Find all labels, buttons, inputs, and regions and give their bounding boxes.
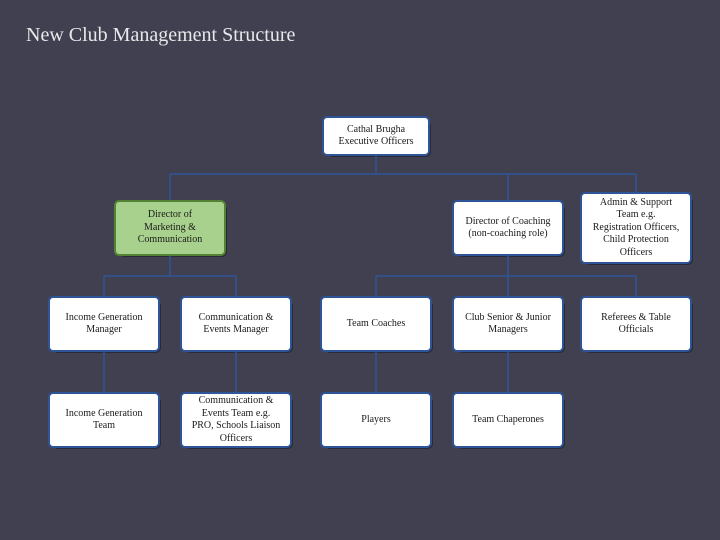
org-node-exec: Cathal BrughaExecutive Officers <box>322 116 430 156</box>
org-node-refs: Referees & TableOfficials <box>580 296 692 352</box>
org-node-admin: Admin & SupportTeam e.g.Registration Off… <box>580 192 692 264</box>
org-node-coaches: Team Coaches <box>320 296 432 352</box>
org-node-label: Referees & TableOfficials <box>601 312 671 337</box>
org-node-label: Income GenerationTeam <box>66 408 143 433</box>
org-node-label: Director of Coaching(non-coaching role) <box>466 216 551 241</box>
org-node-csj_mgr: Club Senior & JuniorManagers <box>452 296 564 352</box>
org-node-label: Players <box>361 414 390 427</box>
org-node-income_team: Income GenerationTeam <box>48 392 160 448</box>
org-node-chaperones: Team Chaperones <box>452 392 564 448</box>
org-node-dir_mkt: Director ofMarketing &Communication <box>114 200 226 256</box>
page-title: New Club Management Structure <box>26 24 295 47</box>
org-node-comm_team: Communication &Events Team e.g.PRO, Scho… <box>180 392 292 448</box>
org-node-label: Team Coaches <box>347 318 405 331</box>
org-node-comm_mgr: Communication &Events Manager <box>180 296 292 352</box>
org-node-players: Players <box>320 392 432 448</box>
org-node-label: Communication &Events Team e.g.PRO, Scho… <box>192 395 281 445</box>
org-node-income_mgr: Income GenerationManager <box>48 296 160 352</box>
org-node-label: Admin & SupportTeam e.g.Registration Off… <box>593 197 679 260</box>
connector-layer <box>0 0 720 540</box>
org-node-label: Cathal BrughaExecutive Officers <box>338 124 413 149</box>
org-node-dir_coach: Director of Coaching(non-coaching role) <box>452 200 564 256</box>
org-node-label: Club Senior & JuniorManagers <box>465 312 551 337</box>
org-node-label: Communication &Events Manager <box>199 312 274 337</box>
org-node-label: Income GenerationManager <box>66 312 143 337</box>
org-node-label: Team Chaperones <box>472 414 544 427</box>
org-node-label: Director ofMarketing &Communication <box>138 209 202 247</box>
